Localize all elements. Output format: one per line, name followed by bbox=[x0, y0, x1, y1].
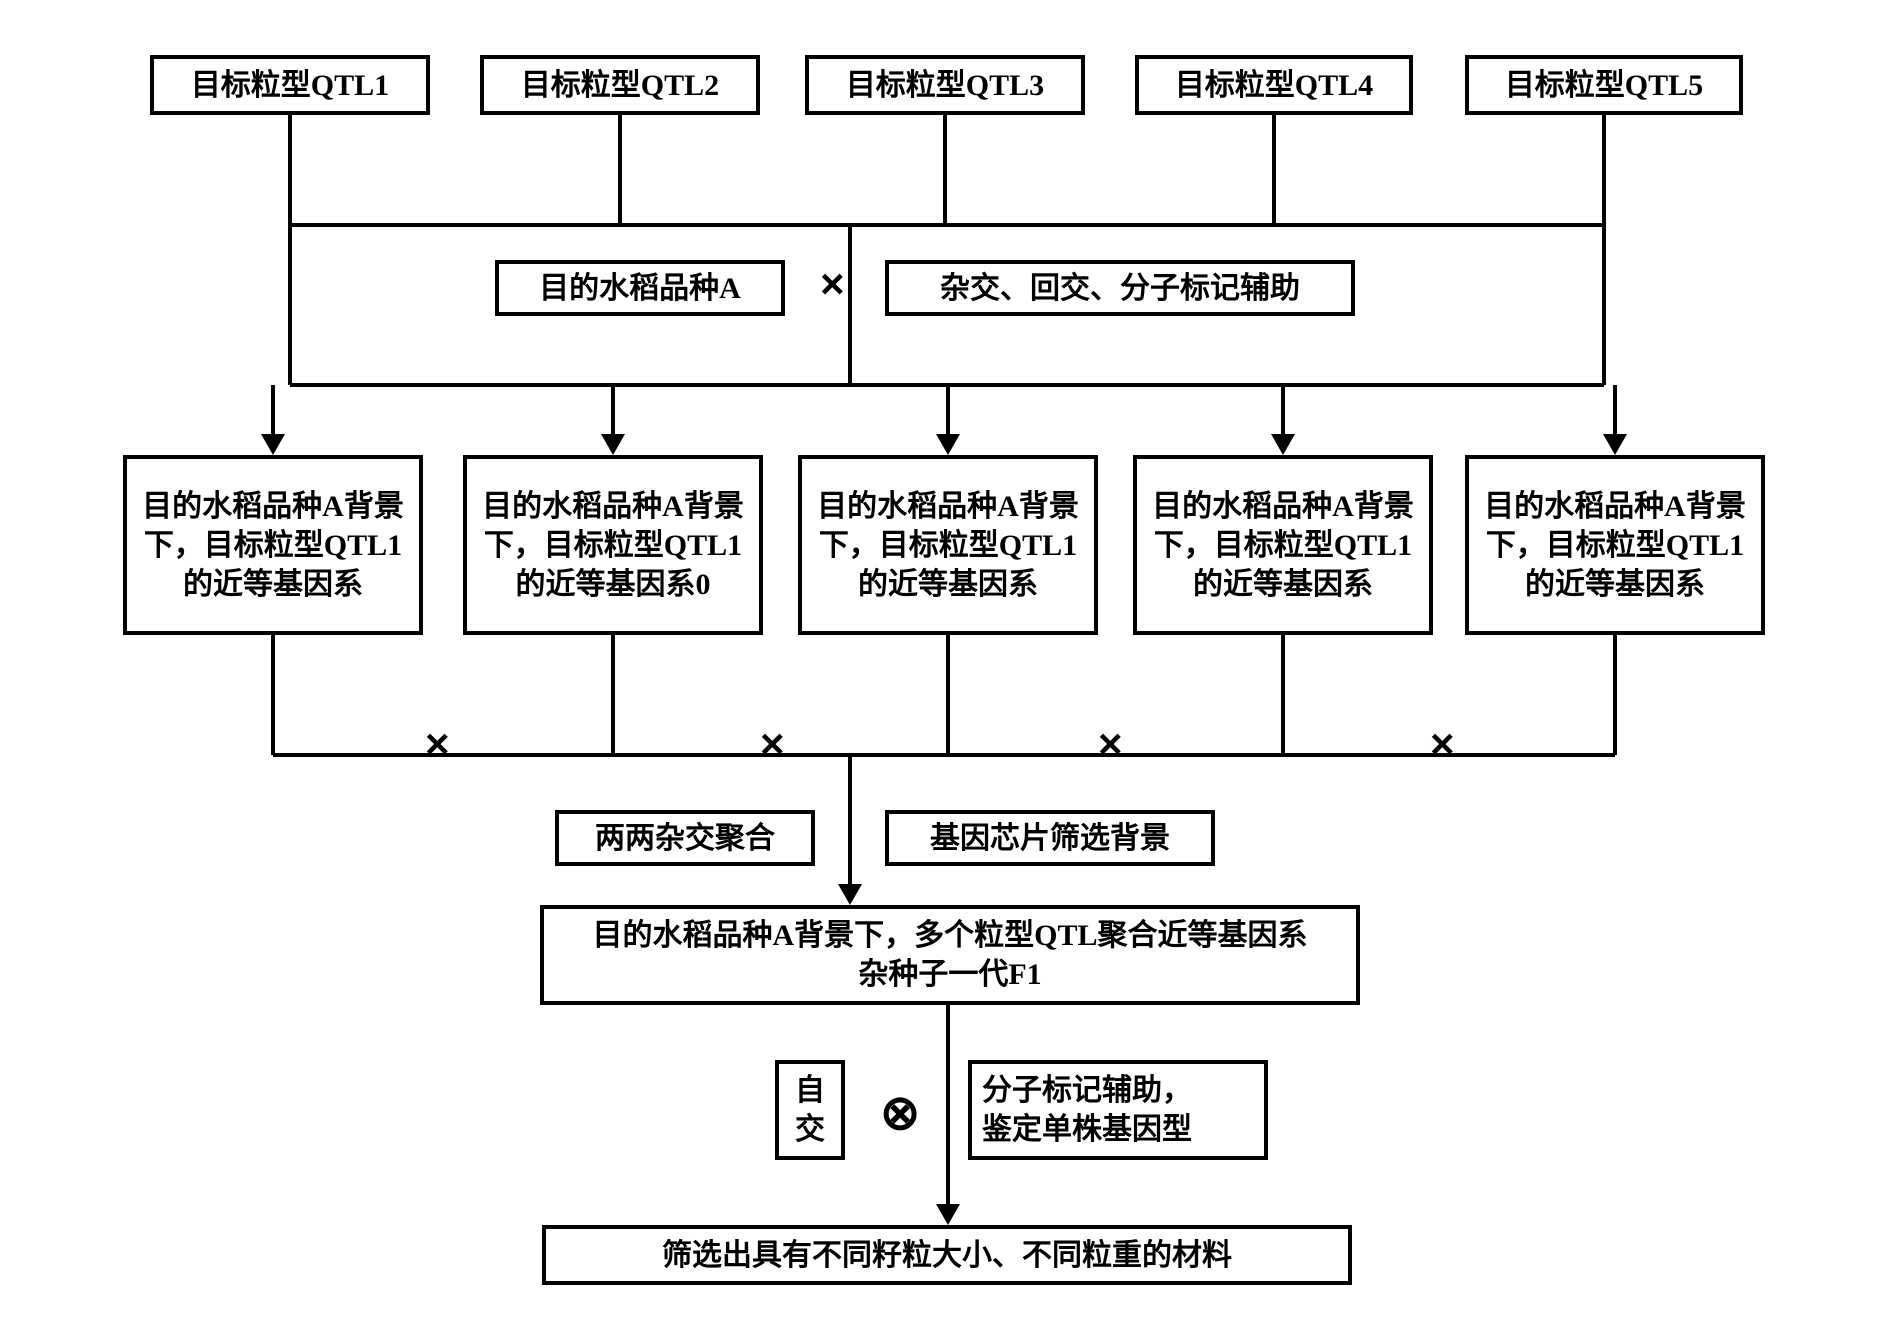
qtl5-label: 目标粒型QTL5 bbox=[1505, 66, 1703, 105]
pairwise-label: 两两杂交聚合 bbox=[595, 819, 775, 858]
qtl5-box: 目标粒型QTL5 bbox=[1465, 55, 1743, 115]
qtl3-label: 目标粒型QTL3 bbox=[846, 66, 1044, 105]
qtl2-label: 目标粒型QTL2 bbox=[521, 66, 719, 105]
nil4-label: 目的水稻品种A背景下，目标粒型QTL1的近等基因系 bbox=[1147, 487, 1419, 604]
nil4-box: 目的水稻品种A背景下，目标粒型QTL1的近等基因系 bbox=[1133, 455, 1433, 635]
nil1-label: 目的水稻品种A背景下，目标粒型QTL1的近等基因系 bbox=[137, 487, 409, 604]
qtl1-box: 目标粒型QTL1 bbox=[150, 55, 430, 115]
variety-a-box: 目的水稻品种A bbox=[495, 260, 785, 316]
qtl1-label: 目标粒型QTL1 bbox=[191, 66, 389, 105]
flowchart-connectors bbox=[0, 0, 1886, 1320]
pairwise-box: 两两杂交聚合 bbox=[555, 810, 815, 866]
result-box: 筛选出具有不同籽粒大小、不同粒重的材料 bbox=[542, 1225, 1352, 1285]
f1-box: 目的水稻品种A背景下，多个粒型QTL聚合近等基因系 杂种子一代F1 bbox=[540, 905, 1360, 1005]
qtl4-label: 目标粒型QTL4 bbox=[1175, 66, 1373, 105]
variety-a-label: 目的水稻品种A bbox=[539, 269, 741, 308]
result-label: 筛选出具有不同籽粒大小、不同粒重的材料 bbox=[662, 1236, 1232, 1275]
methods-1-label: 杂交、回交、分子标记辅助 bbox=[940, 269, 1300, 308]
methods-1-box: 杂交、回交、分子标记辅助 bbox=[885, 260, 1355, 316]
nil2-label: 目的水稻品种A背景下，目标粒型QTL1的近等基因系0 bbox=[477, 487, 749, 604]
self-label: 自 交 bbox=[795, 1071, 825, 1149]
chip-box: 基因芯片筛选背景 bbox=[885, 810, 1215, 866]
marker-assist-box: 分子标记辅助， 鉴定单株基因型 bbox=[968, 1060, 1268, 1160]
nil3-box: 目的水稻品种A背景下，目标粒型QTL1的近等基因系 bbox=[798, 455, 1098, 635]
qtl4-box: 目标粒型QTL4 bbox=[1135, 55, 1413, 115]
marker-assist-label: 分子标记辅助， 鉴定单株基因型 bbox=[982, 1071, 1192, 1149]
nil5-box: 目的水稻品种A背景下，目标粒型QTL1的近等基因系 bbox=[1465, 455, 1765, 635]
chip-label: 基因芯片筛选背景 bbox=[930, 819, 1170, 858]
f1-label: 目的水稻品种A背景下，多个粒型QTL聚合近等基因系 杂种子一代F1 bbox=[592, 916, 1307, 994]
cross-nil-4-5: × bbox=[1430, 720, 1455, 768]
qtl3-box: 目标粒型QTL3 bbox=[805, 55, 1085, 115]
cross-nil-2-3: × bbox=[760, 720, 785, 768]
cross-nil-1-2: × bbox=[425, 720, 450, 768]
self-box: 自 交 bbox=[775, 1060, 845, 1160]
cross-nil-3-4: × bbox=[1098, 720, 1123, 768]
qtl2-box: 目标粒型QTL2 bbox=[480, 55, 760, 115]
nil3-label: 目的水稻品种A背景下，目标粒型QTL1的近等基因系 bbox=[812, 487, 1084, 604]
nil2-box: 目的水稻品种A背景下，目标粒型QTL1的近等基因系0 bbox=[463, 455, 763, 635]
otimes-symbol: ⊗ bbox=[880, 1085, 920, 1141]
nil1-box: 目的水稻品种A背景下，目标粒型QTL1的近等基因系 bbox=[123, 455, 423, 635]
nil5-label: 目的水稻品种A背景下，目标粒型QTL1的近等基因系 bbox=[1479, 487, 1751, 604]
cross-symbol-1: × bbox=[820, 260, 845, 308]
